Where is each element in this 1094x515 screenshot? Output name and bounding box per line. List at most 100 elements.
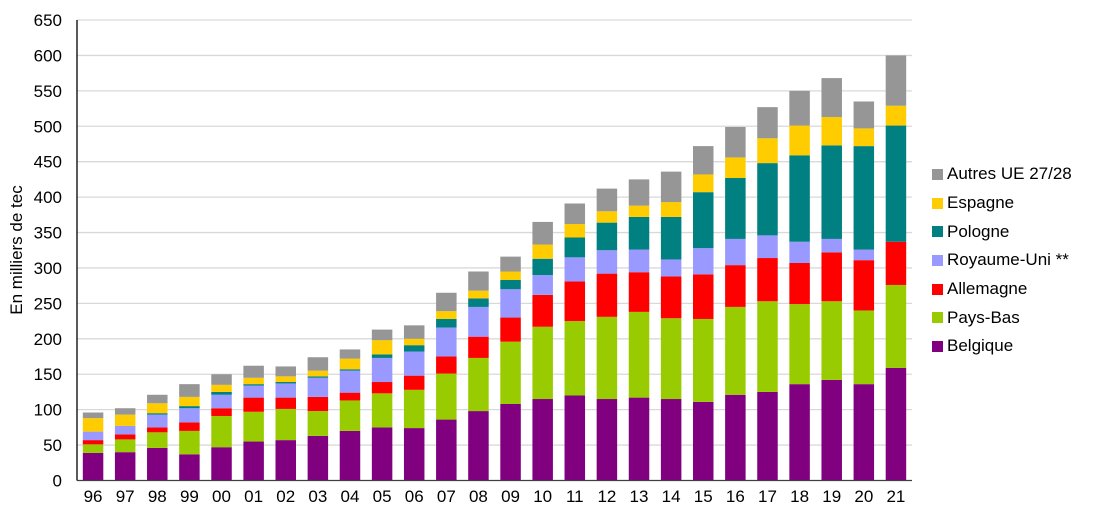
- legend-swatch: [932, 340, 943, 352]
- bar-segment-belgique: [885, 367, 907, 481]
- x-tick-label: 08: [469, 487, 488, 506]
- bar-segment-allemagne: [371, 382, 393, 394]
- bar-segment-pologne: [403, 345, 425, 352]
- bar-segment-autres-ue-27-28: [532, 221, 553, 245]
- y-tick-label: 150: [34, 365, 62, 384]
- legend-swatch: [932, 254, 943, 266]
- bar-segment-pologne: [725, 177, 746, 239]
- bar-segment-belgique: [789, 384, 810, 481]
- bar-segment-pays-bas: [243, 411, 264, 442]
- bar-segment-autres-ue-27-28: [564, 203, 586, 225]
- y-tick-labels: 0 50 100 150 200 250 300 350 400 450 500 550 600 650: [34, 11, 62, 491]
- bar-segment-pays-bas: [885, 284, 907, 368]
- bar-segment-belgique: [147, 447, 168, 481]
- x-tick-label: 17: [758, 487, 777, 506]
- bar-segment-royaume-uni: [500, 289, 521, 318]
- bar-segment-pays-bas: [468, 357, 489, 412]
- bar-segment-pays-bas: [853, 310, 875, 385]
- bar-segment-espagne: [468, 290, 489, 299]
- legend-item: Royaume-Uni **: [932, 246, 1072, 275]
- bar-segment-royaume-uni: [243, 385, 264, 398]
- bar-segment-pays-bas: [371, 393, 393, 428]
- bar-segment-autres-ue-27-28: [179, 384, 200, 397]
- bar-segment-pays-bas: [821, 301, 842, 380]
- bar-segment-autres-ue-27-28: [114, 408, 136, 415]
- bar-segment-belgique: [500, 403, 521, 481]
- x-tick-labels: 96 97 98 99 00 01 02 03 04 05 06 07 08 09 10 11 12 13 14 15…: [84, 487, 906, 506]
- legend-swatch: [932, 226, 943, 238]
- bar-segment-pays-bas: [660, 318, 682, 400]
- x-tick-label: 06: [405, 487, 424, 506]
- bar-segment-belgique: [628, 397, 650, 481]
- x-tick-label: 01: [244, 487, 263, 506]
- bar-segment-autres-ue-27-28: [468, 271, 489, 291]
- legend-item: Belgique: [932, 332, 1072, 361]
- bar-segment-autres-ue-27-28: [660, 171, 682, 203]
- bar-segment-belgique: [725, 394, 746, 481]
- legend-label: Belgique: [947, 336, 1014, 356]
- bar-segment-allemagne: [307, 396, 329, 412]
- bar-segment-espagne: [82, 418, 104, 432]
- bar-segment-allemagne: [179, 422, 200, 431]
- bar-segment-espagne: [693, 174, 714, 193]
- bar-segment-allemagne: [468, 336, 489, 358]
- bar-segment-pologne: [564, 237, 586, 258]
- y-tick-label: 550: [34, 82, 62, 101]
- bar-segment-royaume-uni: [628, 249, 650, 273]
- bar-segment-belgique: [243, 441, 264, 481]
- x-tick-label: 98: [148, 487, 167, 506]
- bar-segment-allemagne: [885, 241, 907, 285]
- y-tick-label: 350: [34, 224, 62, 243]
- bar-segment-autres-ue-27-28: [307, 357, 329, 371]
- bar-segment-autres-ue-27-28: [82, 412, 104, 419]
- bar-segment-autres-ue-27-28: [789, 90, 810, 126]
- x-tick-label: 96: [84, 487, 103, 506]
- y-tick-label: 0: [53, 472, 62, 491]
- legend-label: Pologne: [947, 221, 1010, 241]
- bar-segment-pays-bas: [789, 304, 810, 385]
- y-tick-label: 100: [34, 401, 62, 420]
- bar-segment-royaume-uni: [82, 431, 104, 441]
- bar-segment-pologne: [211, 391, 232, 395]
- bar-segment-pays-bas: [500, 341, 521, 404]
- bar-segment-pologne: [500, 280, 521, 290]
- bar-segment-espagne: [371, 340, 393, 355]
- bar-segment-royaume-uni: [371, 357, 393, 383]
- bar-segment-allemagne: [628, 272, 650, 312]
- x-tick-label: 15: [694, 487, 713, 506]
- bar-segment-pologne: [789, 155, 810, 242]
- bar-segment-pologne: [436, 318, 457, 328]
- bar-segment-espagne: [532, 244, 553, 259]
- bar-segment-espagne: [403, 338, 425, 346]
- y-tick-label: 200: [34, 330, 62, 349]
- bar-segment-pologne: [147, 413, 168, 415]
- bar-segment-royaume-uni: [853, 249, 875, 261]
- x-tick-label: 21: [886, 487, 905, 506]
- bar-segment-belgique: [564, 395, 586, 481]
- bar-segment-royaume-uni: [660, 259, 682, 277]
- bar-segment-autres-ue-27-28: [275, 366, 296, 377]
- bar-segment-autres-ue-27-28: [693, 146, 714, 175]
- x-tick-label: 14: [662, 487, 681, 506]
- legend-swatch: [932, 312, 943, 324]
- bar-segment-allemagne: [660, 276, 682, 319]
- bar-segment-autres-ue-27-28: [147, 394, 168, 404]
- bar-segment-allemagne: [693, 274, 714, 319]
- y-tick-label: 450: [34, 153, 62, 172]
- bar-segment-belgique: [275, 440, 296, 481]
- bar-segment-pays-bas: [725, 306, 746, 395]
- bar-segment-pays-bas: [628, 311, 650, 398]
- bar-segment-belgique: [403, 428, 425, 481]
- bar-segment-autres-ue-27-28: [853, 101, 875, 129]
- x-tick-label: 20: [854, 487, 873, 506]
- bar-segment-autres-ue-27-28: [500, 256, 521, 272]
- bar-segment-pays-bas: [307, 411, 329, 436]
- bar-segment-espagne: [885, 105, 907, 126]
- bar-segment-espagne: [307, 370, 329, 377]
- bar-segment-royaume-uni: [725, 238, 746, 266]
- bar-segment-belgique: [436, 419, 457, 481]
- bar-segment-espagne: [500, 271, 521, 281]
- bar-segment-pologne: [371, 354, 393, 358]
- bar-segment-royaume-uni: [147, 414, 168, 428]
- x-tick-label: 19: [822, 487, 841, 506]
